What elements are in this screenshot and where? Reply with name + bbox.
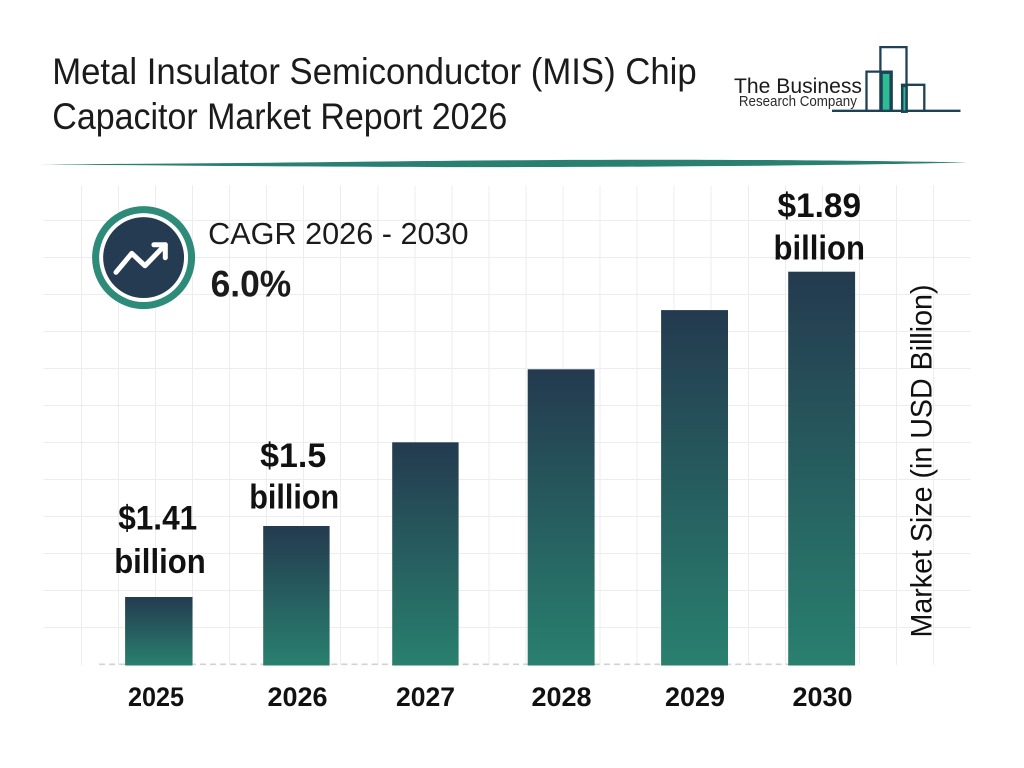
svg-text:2026: 2026	[268, 681, 328, 712]
svg-text:$1.41: $1.41	[118, 500, 197, 538]
svg-text:Market Size (in USD Billion): Market Size (in USD Billion)	[907, 285, 939, 638]
svg-text:billion: billion	[249, 479, 339, 517]
svg-text:2025: 2025	[128, 681, 184, 712]
svg-text:billion: billion	[774, 229, 866, 267]
svg-text:CAGR 2026 - 2030: CAGR 2026 - 2030	[208, 217, 469, 251]
svg-text:2027: 2027	[396, 681, 455, 712]
svg-text:2028: 2028	[532, 681, 592, 712]
svg-text:$1.89: $1.89	[778, 187, 862, 225]
svg-text:Capacitor Market Report 2026: Capacitor Market Report 2026	[52, 96, 507, 137]
svg-text:$1.5: $1.5	[260, 437, 326, 475]
svg-text:2029: 2029	[665, 681, 725, 712]
svg-text:The Business: The Business	[734, 74, 862, 98]
svg-text:6.0%: 6.0%	[211, 263, 292, 304]
svg-text:Metal Insulator Semiconductor: Metal Insulator Semiconductor (MIS) Chip	[52, 51, 697, 92]
svg-text:Research Company: Research Company	[739, 94, 858, 110]
svg-text:2030: 2030	[793, 681, 853, 712]
svg-text:billion: billion	[114, 543, 206, 581]
